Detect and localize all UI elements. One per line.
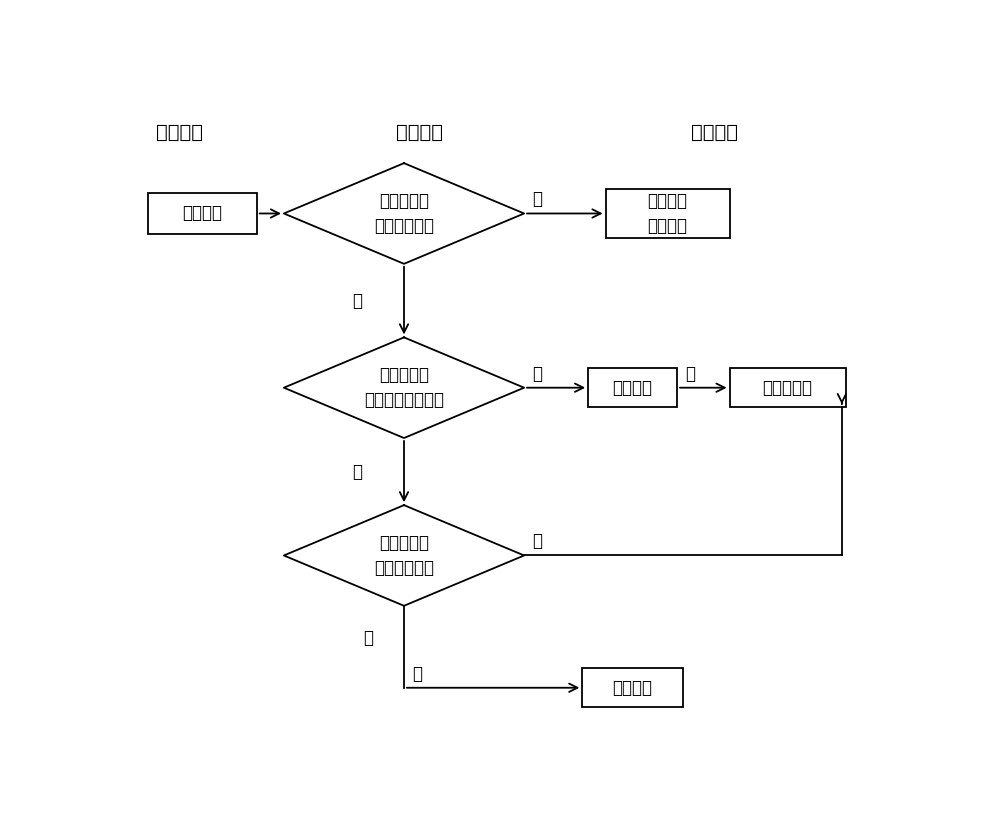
Text: 母联自愈: 母联自愈: [613, 679, 653, 696]
Text: 是: 是: [532, 190, 542, 209]
Text: 否: 否: [352, 292, 362, 309]
Bar: [730, 369, 846, 407]
Text: 是: 是: [685, 365, 695, 382]
Text: 是: 是: [532, 532, 542, 551]
Bar: [148, 193, 257, 235]
Bar: [606, 189, 730, 238]
Text: 故障判断: 故障判断: [396, 123, 443, 142]
Text: 是: 是: [532, 365, 542, 382]
Text: 故障处理: 故障处理: [690, 123, 738, 142]
Bar: [582, 669, 683, 707]
Text: 判断是否为
低压线路故障: 判断是否为 低压线路故障: [374, 534, 434, 577]
Text: 终端分间: 终端分间: [613, 379, 653, 396]
Bar: [588, 369, 677, 407]
Text: 故障出现: 故障出现: [156, 123, 203, 142]
Text: 判断是否为
低压母线故障: 判断是否为 低压母线故障: [374, 192, 434, 235]
Text: 否: 否: [352, 463, 362, 480]
Text: 是: 是: [412, 665, 422, 683]
Text: 受总重合闸: 受总重合闸: [763, 379, 813, 396]
Text: 自愈闭锁
人工介入: 自愈闭锁 人工介入: [648, 192, 688, 235]
Text: 否: 否: [363, 629, 373, 647]
Text: 母线停电: 母线停电: [182, 204, 222, 222]
Text: 判断是否为
低压出线保护拒动: 判断是否为 低压出线保护拒动: [364, 366, 444, 409]
